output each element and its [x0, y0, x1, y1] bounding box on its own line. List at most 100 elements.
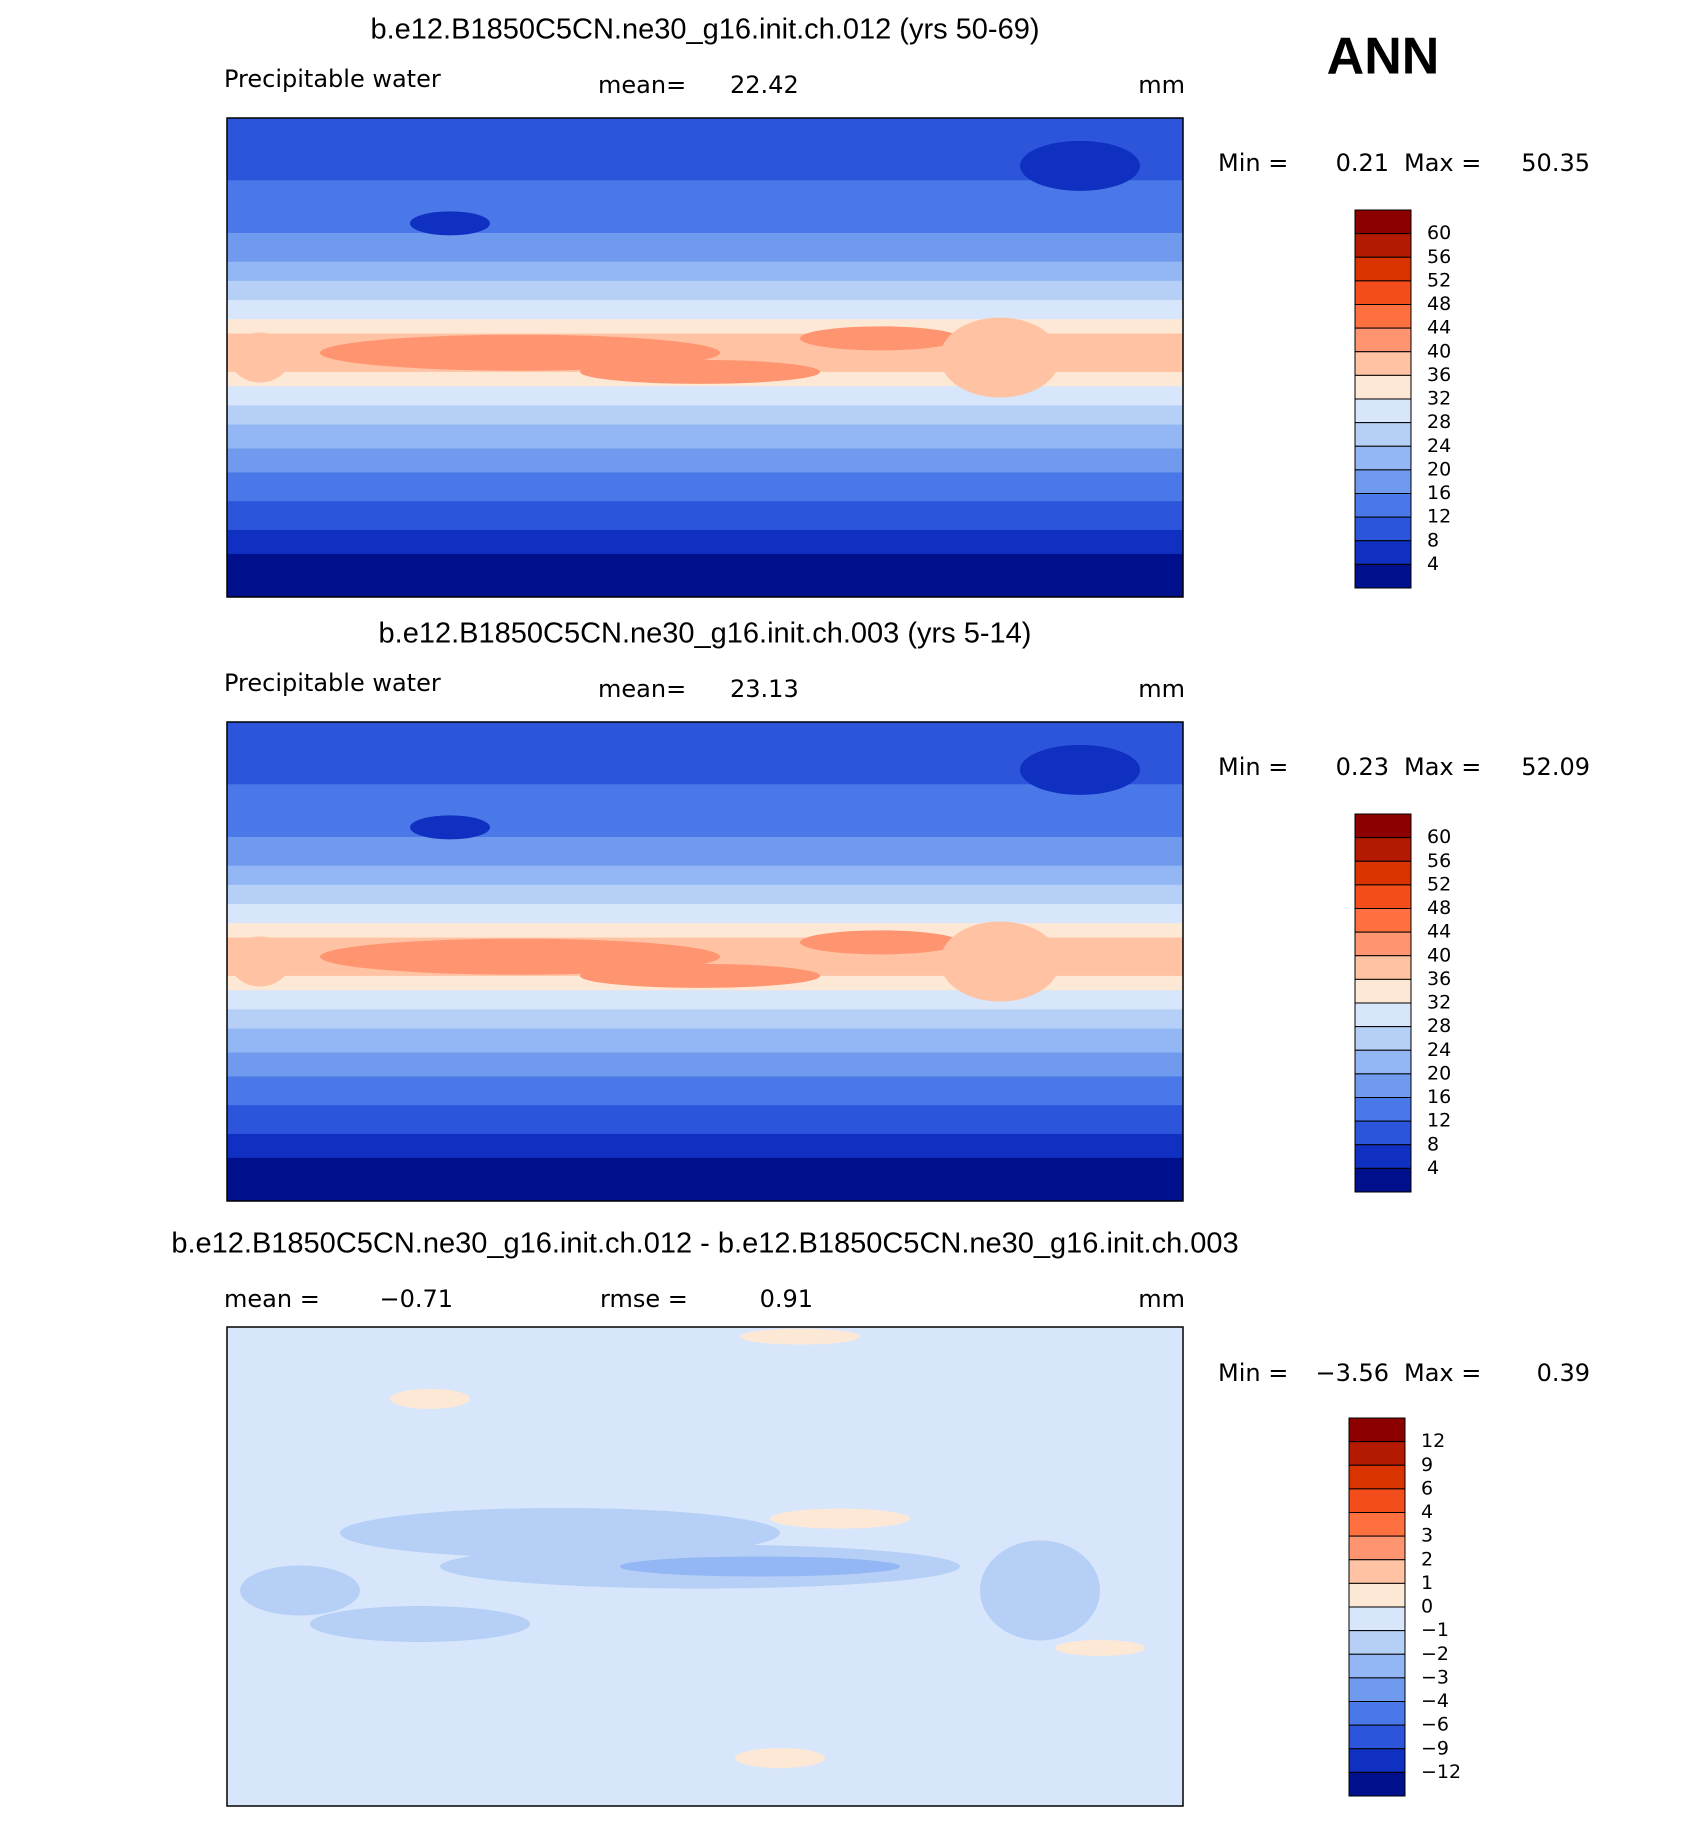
colorbar-box — [1354, 280, 1412, 305]
colorbar-label: 16 — [1427, 1086, 1451, 1108]
map-field — [227, 722, 1183, 1201]
colorbar-label: 0 — [1421, 1596, 1433, 1618]
field-blob — [310, 1605, 530, 1642]
field-blob — [1020, 140, 1140, 191]
colorbar-label: −2 — [1421, 1643, 1449, 1665]
stat-value: 23.13 — [730, 675, 799, 703]
field-blob — [800, 930, 960, 955]
colorbar-label: −4 — [1421, 1690, 1449, 1712]
field-band — [227, 1105, 1183, 1135]
colorbar-label: −6 — [1421, 1714, 1449, 1736]
colorbar-label: 4 — [1427, 1157, 1439, 1179]
max-value: 50.35 — [1521, 149, 1590, 177]
field-band — [227, 1009, 1183, 1030]
colorbar-label: 4 — [1421, 1501, 1433, 1523]
field-blob — [230, 332, 290, 383]
field-band — [227, 448, 1183, 474]
panel-title: b.e12.B1850C5CN.ne30_g16.init.ch.012 (yr… — [370, 14, 1039, 46]
stat-value: −0.71 — [379, 1285, 453, 1313]
panel-title: b.e12.B1850C5CN.ne30_g16.init.ch.012 - b… — [171, 1228, 1238, 1260]
colorbar-box — [1354, 351, 1412, 376]
field-band — [227, 1052, 1183, 1078]
colorbar-box — [1354, 327, 1412, 353]
colorbar-box — [1354, 837, 1412, 862]
colorbar-box — [1354, 304, 1412, 329]
field-band — [227, 424, 1183, 450]
variable-name: Precipitable water — [224, 65, 441, 93]
colorbar-label: 3 — [1421, 1525, 1433, 1547]
colorbar-label: 4 — [1427, 553, 1439, 575]
colorbar-label: 1 — [1421, 1572, 1433, 1594]
field-band — [227, 232, 1183, 263]
colorbar-label: −1 — [1421, 1619, 1449, 1641]
colorbar-box — [1348, 1724, 1406, 1750]
field-band — [227, 1157, 1183, 1201]
colorbar-label: 52 — [1427, 269, 1451, 291]
colorbar-box — [1348, 1535, 1406, 1561]
field-band — [227, 472, 1183, 503]
field-blob — [390, 1388, 470, 1409]
colorbar-label: 12 — [1427, 1110, 1451, 1132]
colorbar-box — [1354, 469, 1412, 494]
colorbar-label: 56 — [1427, 246, 1451, 268]
field-band — [227, 884, 1183, 906]
colorbar-box — [1354, 563, 1412, 589]
panel-title: b.e12.B1850C5CN.ne30_g16.init.ch.003 (yr… — [379, 618, 1032, 650]
field-blob — [320, 334, 720, 371]
field-band — [227, 836, 1183, 867]
map-frame — [226, 1326, 1184, 1807]
colorbar-label: 2 — [1421, 1548, 1433, 1570]
field-blob — [240, 1565, 360, 1616]
colorbar-label: 16 — [1427, 482, 1451, 504]
colorbar-box — [1354, 813, 1412, 839]
colorbar-box — [1354, 931, 1412, 957]
variable-name: Precipitable water — [224, 669, 441, 697]
colorbar-label: 9 — [1421, 1454, 1433, 1476]
colorbar-box — [1348, 1677, 1406, 1702]
colorbar-box — [1354, 1073, 1412, 1098]
field-band — [227, 501, 1183, 531]
field-band — [227, 990, 1183, 1011]
units: mm — [1138, 1285, 1185, 1313]
field-band — [227, 784, 1183, 838]
season-label: ANN — [1327, 28, 1440, 86]
colorbar-box — [1348, 1512, 1406, 1537]
colorbar-box — [1354, 493, 1412, 518]
colorbar-box — [1354, 256, 1412, 282]
field-band — [227, 553, 1183, 597]
field-blob — [580, 963, 820, 988]
colorbar-label: −12 — [1421, 1761, 1461, 1783]
min-label: Min = — [1218, 753, 1288, 781]
map-frame — [226, 721, 1184, 1202]
colorbar-box — [1354, 884, 1412, 909]
colorbar-box — [1354, 1002, 1412, 1028]
colorbar-label: 32 — [1427, 388, 1451, 410]
field-blob — [940, 921, 1060, 1002]
colorbar-box — [1354, 398, 1412, 424]
colorbar-label: 20 — [1427, 1062, 1451, 1084]
field-band — [227, 180, 1183, 234]
field-band — [227, 865, 1183, 886]
colorbar-label: 28 — [1427, 411, 1451, 433]
colorbar-label: 12 — [1421, 1430, 1445, 1452]
field-blob — [410, 211, 490, 236]
colorbar-box — [1354, 516, 1412, 542]
field-blob — [410, 815, 490, 840]
colorbar-box — [1354, 955, 1412, 980]
colorbar-box — [1354, 540, 1412, 565]
colorbar-label: 44 — [1427, 317, 1451, 339]
colorbar-label: 36 — [1427, 364, 1451, 386]
field-blob — [940, 317, 1060, 398]
colorbar-label: 60 — [1427, 222, 1451, 244]
min-value: −3.56 — [1315, 1359, 1389, 1387]
colorbar-label: 52 — [1427, 873, 1451, 895]
map-field — [227, 118, 1183, 597]
units: mm — [1138, 675, 1185, 703]
colorbar-box — [1348, 1582, 1406, 1608]
min-value: 0.21 — [1336, 149, 1389, 177]
max-label: Max = — [1404, 149, 1481, 177]
field-band — [227, 904, 1183, 925]
colorbar-box — [1348, 1606, 1406, 1632]
colorbar-box — [1354, 422, 1412, 447]
max-label: Max = — [1404, 753, 1481, 781]
